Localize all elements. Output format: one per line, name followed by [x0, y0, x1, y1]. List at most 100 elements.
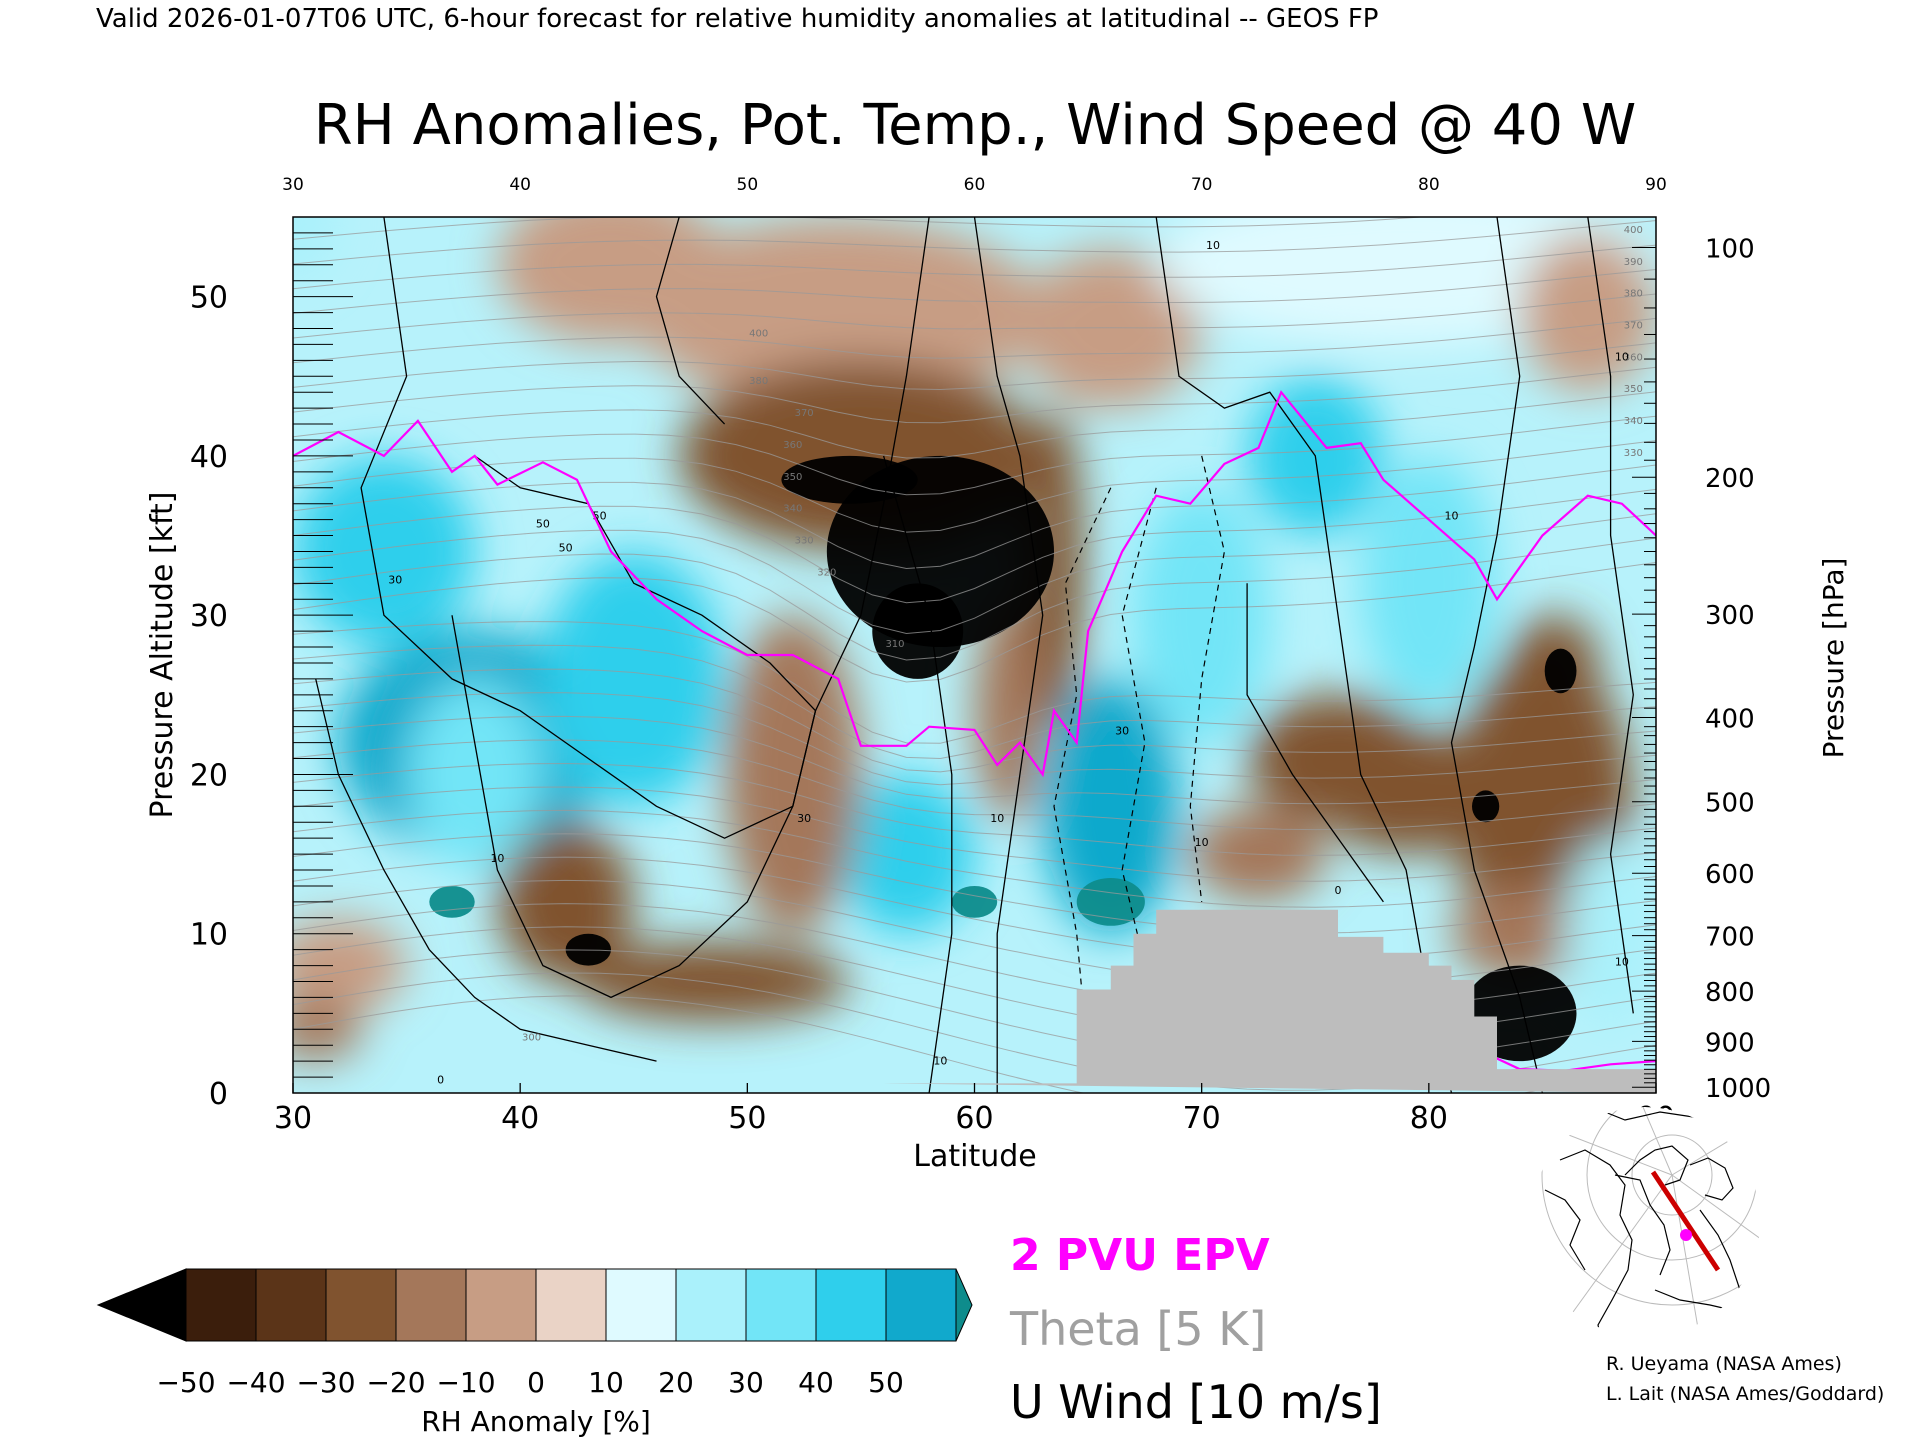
x-tick-label: 60 [955, 1101, 993, 1136]
legend: 2 PVU EPV Theta [5 K] U Wind [10 m/s] [1009, 1230, 1382, 1429]
legend-entry: U Wind [10 m/s] [1010, 1375, 1382, 1429]
x-top-tick-label: 90 [1645, 175, 1667, 195]
rh-anomaly-region [1019, 248, 1202, 409]
wind-contour-label: 10 [1615, 956, 1629, 969]
theta-contour [293, 715, 1656, 805]
plot-area: 400 380 370 360 350 340 330 320 310 400 390 380 370 3… [293, 217, 1656, 1093]
rh-anomaly-region [576, 941, 850, 1022]
wind-contour [1155, 217, 1453, 1093]
rh-anomaly-region [406, 678, 543, 871]
rh-anomaly-field [293, 217, 1656, 1062]
x-tick-label: 50 [728, 1101, 766, 1136]
wind-contour-label: 50 [559, 541, 573, 554]
colorbar-segment [185, 1268, 257, 1342]
wind-contour-label: 10 [990, 812, 1004, 825]
theta-contour-label: 360 [783, 440, 802, 451]
rh-anomaly-region [542, 551, 725, 807]
wind-contour [973, 217, 1044, 1093]
wind-contour-negative [1053, 487, 1112, 1062]
y-tick-label: 0 [209, 1077, 228, 1112]
pressure-tick-label: 500 [1705, 789, 1755, 819]
wind-contour-label: 0 [1334, 884, 1341, 897]
wind-contour-label: 0 [437, 1073, 444, 1086]
wind-contour-negative [1121, 487, 1157, 966]
theta-contour-label: 370 [795, 408, 814, 419]
theta-contour [293, 269, 1656, 314]
rh-anomaly-region [872, 583, 964, 679]
colorbar-high-arrow [955, 1268, 973, 1342]
rh-anomaly-region [1315, 726, 1497, 855]
y-axis-right-label: Pressure [hPa] [1817, 558, 1850, 759]
rh-anomaly-region [951, 885, 998, 918]
theta-contour [293, 464, 1656, 570]
rh-anomaly-region [1451, 885, 1588, 982]
wind-contour-label: 10 [1206, 239, 1220, 252]
pressure-tick-label: 300 [1705, 601, 1755, 631]
valid-time-header: Valid 2026-01-07T06 UTC, 6-hour forecast… [96, 4, 1378, 34]
theta-contour [293, 562, 1656, 683]
wind-contour-label: 10 [1195, 836, 1209, 849]
x-tick-label: 30 [274, 1101, 312, 1136]
theta-contour [293, 217, 1427, 240]
wind-contour [1587, 217, 1634, 1014]
rh-anomaly-region [1360, 455, 1497, 711]
theta-contour [293, 644, 1656, 760]
wind-contours [315, 217, 1634, 1093]
y-tick-label: 40 [190, 440, 228, 475]
wind-contour-negative [1189, 455, 1226, 902]
rh-anomaly-region [1133, 487, 1270, 743]
wind-contour-label: 10 [933, 1054, 947, 1067]
x-axis-label: Latitude [913, 1139, 1036, 1174]
wind-contour [360, 217, 930, 839]
theta-contour [293, 762, 1656, 856]
colorbar-segment [325, 1268, 397, 1342]
theta-contour [293, 621, 1656, 744]
rh-anomaly-region [293, 455, 475, 648]
pressure-tick-label: 700 [1705, 923, 1755, 953]
pressure-tick-label: 800 [1705, 978, 1755, 1008]
colorbar-segment [535, 1268, 607, 1342]
colorbar-tick-label: −50 [156, 1366, 215, 1399]
theta-contour-label: 340 [783, 504, 802, 515]
colorbar-segment [675, 1268, 747, 1342]
rh-anomaly-region [293, 917, 407, 1014]
theta-contour [293, 244, 1656, 290]
wind-contour-label: 10 [490, 852, 504, 865]
wind-contour-label: 10 [1445, 510, 1459, 523]
x-top-tick-label: 40 [509, 175, 531, 195]
pressure-tick-label: 900 [1705, 1028, 1755, 1058]
colorbar-tick-label: −10 [436, 1366, 495, 1399]
pressure-tick-label: 400 [1705, 705, 1755, 735]
theta-contour-label: 340 [1624, 416, 1643, 427]
colorbar-tick-label: 50 [868, 1366, 904, 1399]
pressure-tick-label: 200 [1705, 464, 1755, 494]
theta-contour [293, 342, 1656, 391]
theta-contour [293, 692, 1656, 786]
inset-map [1530, 1107, 1760, 1337]
x-tick-label: 70 [1183, 1101, 1221, 1136]
theta-contour [293, 739, 1656, 831]
colorbar-segment [465, 1268, 537, 1342]
y-axis-label: Pressure Altitude [kft] [145, 492, 180, 819]
theta-contour-label: 310 [885, 639, 904, 650]
y-tick-label: 30 [190, 599, 228, 634]
wind-contour-label: 50 [536, 518, 550, 531]
colorbar-tick-label: 10 [588, 1366, 624, 1399]
colorbar-segment [255, 1268, 327, 1342]
x-top-tick-label: 50 [737, 175, 759, 195]
y-axis-right: 100 200 300 400 500 600 700 800 900 1000 [1632, 235, 1771, 1104]
theta-contour [293, 856, 1656, 960]
epv-2pvu-line [293, 390, 1656, 778]
theta-contour [293, 366, 1656, 424]
x-tick-label: 40 [501, 1101, 539, 1136]
theta-contour-label: 380 [1624, 289, 1643, 300]
colorbar-segment [605, 1268, 677, 1342]
x-top-tick-label: 70 [1191, 175, 1213, 195]
rh-anomaly-region [1076, 877, 1145, 926]
inset-coastlines [1544, 1109, 1760, 1337]
theta-contour-label: 320 [817, 567, 836, 578]
theta-contour [293, 995, 1656, 1093]
theta-contour-label: 380 [749, 376, 768, 387]
theta-contour [293, 537, 1656, 661]
inset-cross-section-track [1650, 1170, 1721, 1272]
